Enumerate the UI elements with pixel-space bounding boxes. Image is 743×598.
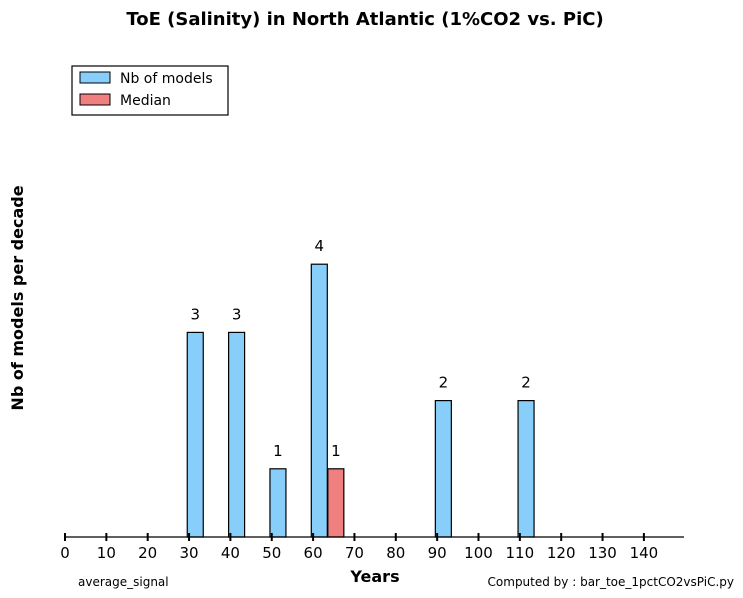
bar-nb-of-models-4	[434, 400, 452, 538]
data-label-nb-of-models-2: 1	[273, 442, 283, 460]
data-label-nb-of-models-1: 3	[232, 305, 242, 323]
data-label-nb-of-models-0: 3	[190, 305, 200, 323]
bar-nb-of-models-2	[269, 468, 287, 538]
x-tick-label-90: 90	[428, 544, 447, 562]
bar-nb-of-models-3	[310, 263, 328, 538]
data-label-nb-of-models-3: 4	[315, 237, 325, 255]
legend: Nb of models Median	[71, 65, 229, 116]
footer-right-note: Computed by : bar_toe_1pctCO2vsPiC.py	[488, 575, 734, 589]
x-tick-label-80: 80	[386, 544, 405, 562]
x-ticks-group: 0 10 20 30 40 50 60 70 80 90 100 110 120 130 140	[60, 533, 658, 562]
legend-swatch-median	[79, 93, 111, 106]
legend-swatch-nb-of-models	[79, 71, 111, 84]
x-tick-label-110: 110	[506, 544, 535, 562]
x-tick-label-0: 0	[60, 544, 70, 562]
x-tick-label-140: 140	[630, 544, 659, 562]
x-tick-label-130: 130	[588, 544, 617, 562]
x-tick-label-30: 30	[180, 544, 199, 562]
bars-group	[186, 263, 535, 538]
x-tick-label-10: 10	[97, 544, 116, 562]
chart-title: ToE (Salinity) in North Atlantic (1%CO2 …	[126, 9, 603, 30]
x-tick-label-50: 50	[262, 544, 281, 562]
x-tick-label-60: 60	[304, 544, 323, 562]
y-axis-label: Nb of models per decade	[8, 185, 27, 410]
bar-nb-of-models-1	[228, 331, 246, 538]
x-tick-label-120: 120	[547, 544, 576, 562]
legend-label-nb-of-models: Nb of models	[120, 71, 213, 87]
bar-nb-of-models-5	[517, 400, 535, 538]
data-label-nb-of-models-5: 2	[521, 374, 531, 392]
footer-left-note: average_signal	[78, 575, 169, 589]
x-tick-label-70: 70	[345, 544, 364, 562]
x-tick-label-40: 40	[221, 544, 240, 562]
bar-labels-group: 3 3 1 4 2 2 1	[190, 237, 530, 460]
x-axis-label: Years	[349, 567, 399, 586]
data-label-nb-of-models-4: 2	[439, 374, 449, 392]
legend-label-median: Median	[120, 93, 171, 109]
data-label-median-0: 1	[331, 442, 341, 460]
bar-nb-of-models-0	[186, 331, 204, 538]
x-tick-label-100: 100	[464, 544, 493, 562]
x-tick-label-20: 20	[138, 544, 157, 562]
bar-median-0	[327, 468, 345, 538]
